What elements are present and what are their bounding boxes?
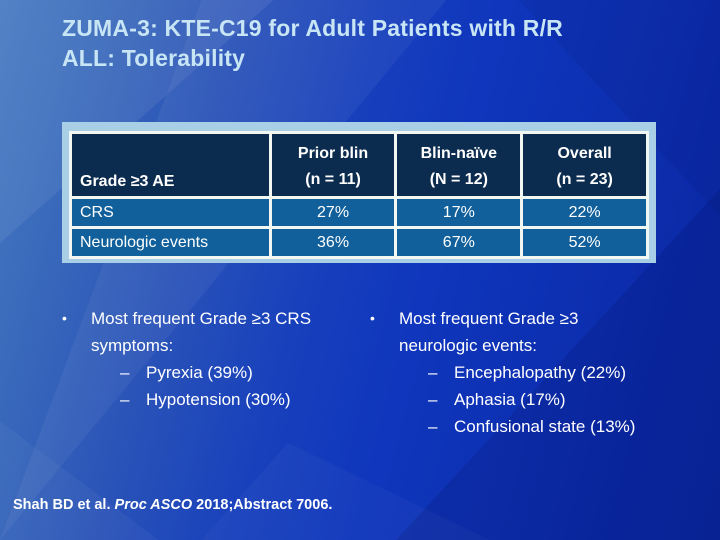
dash-icon: – [428, 417, 438, 436]
table-row-neurologic-events: Neurologic events 36% 67% 52% [69, 226, 649, 259]
dash-icon: – [120, 363, 130, 382]
sub-bullet-item: – Encephalopathy (22%) [428, 359, 690, 386]
cell-value: 67% [394, 226, 524, 259]
table-column-header-overall: Overall (n = 23) [520, 131, 649, 199]
sub-bullet-text: Aphasia (17%) [454, 390, 566, 409]
column-header-line: Blin-naïve [420, 145, 498, 162]
bullet-text: Most frequent Grade ≥3 CRS symptoms: [91, 309, 312, 355]
table-header-row: Grade ≥3 AE Prior blin (n = 11) Blin-naï… [69, 131, 649, 199]
bullet-item: • Most frequent Grade ≥3 neurologic even… [370, 305, 690, 359]
table-column-header-prior-blin: Prior blin (n = 11) [268, 131, 398, 199]
sub-bullet-text: Hypotension (30%) [146, 390, 291, 409]
bullet-item: • Most frequent Grade ≥3 CRS symptoms: [62, 305, 362, 359]
table-row-crs: CRS 27% 17% 22% [69, 196, 649, 229]
citation-journal: Proc ASCO [114, 497, 193, 513]
sub-bullet-item: – Aphasia (17%) [428, 386, 690, 413]
sub-bullet-item: – Pyrexia (39%) [120, 359, 362, 386]
cell-value: 36% [268, 226, 398, 259]
cell-value: 22% [520, 196, 649, 229]
sub-bullet-text: Confusional state (13%) [454, 417, 636, 436]
dash-icon: – [428, 363, 438, 382]
citation-authors: Shah BD et al. [13, 497, 115, 513]
sub-bullet-item: – Hypotension (30%) [120, 386, 362, 413]
title-line-2: ALL: Tolerability [62, 45, 246, 71]
cell-value: 27% [268, 196, 398, 229]
column-header-line: (n = 11) [305, 171, 361, 188]
bullet-icon: • [62, 310, 67, 326]
bullet-text: Most frequent Grade ≥3 neurologic events… [399, 309, 579, 355]
table-row-header-label: Grade ≥3 AE [69, 131, 272, 199]
citation: Shah BD et al. Proc ASCO 2018;Abstract 7… [13, 497, 332, 513]
column-header-line: Prior blin [297, 145, 369, 162]
sub-bullet-item: – Confusional state (13%) [428, 413, 690, 440]
title-line-1: ZUMA-3: KTE-C19 for Adult Patients with … [62, 15, 563, 41]
column-header-line: Overall [557, 145, 612, 162]
row-label: Neurologic events [69, 226, 272, 259]
bullet-group-crs-symptoms: • Most frequent Grade ≥3 CRS symptoms: –… [62, 305, 362, 413]
bullet-group-neurologic-events: • Most frequent Grade ≥3 neurologic even… [370, 305, 690, 440]
cell-value: 52% [520, 226, 649, 259]
sub-bullet-text: Encephalopathy (22%) [454, 363, 627, 382]
row-label: CRS [69, 196, 272, 229]
column-header-line: (n = 23) [556, 171, 613, 188]
ae-table: Grade ≥3 AE Prior blin (n = 11) Blin-naï… [69, 131, 649, 259]
column-header-line: (N = 12) [429, 171, 488, 188]
dash-icon: – [428, 390, 438, 409]
bullet-icon: • [370, 310, 375, 326]
cell-value: 17% [394, 196, 524, 229]
dash-icon: – [120, 390, 130, 409]
table-column-header-blin-naive: Blin-naïve (N = 12) [394, 131, 524, 199]
citation-detail: 2018;Abstract 7006. [192, 497, 333, 513]
page-title: ZUMA-3: KTE-C19 for Adult Patients with … [62, 13, 672, 73]
sub-bullet-text: Pyrexia (39%) [146, 363, 253, 382]
ae-table-frame: Grade ≥3 AE Prior blin (n = 11) Blin-naï… [62, 122, 656, 263]
